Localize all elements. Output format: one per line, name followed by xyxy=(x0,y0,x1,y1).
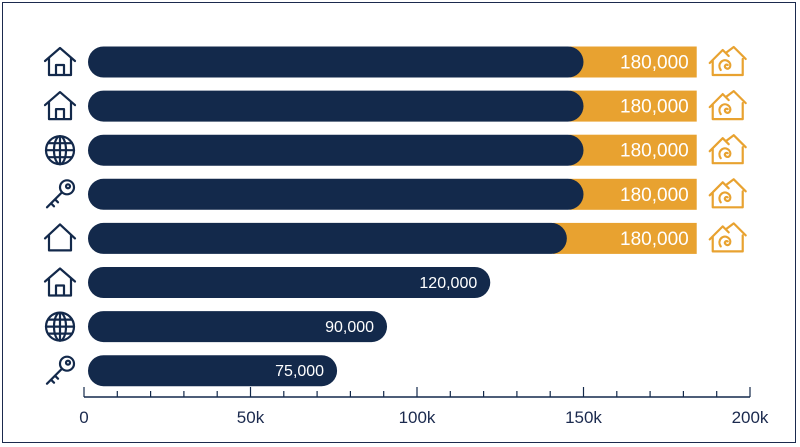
bar-value-label: 75,000 xyxy=(275,363,324,380)
bar xyxy=(88,46,584,78)
bar-value-label: 90,000 xyxy=(325,319,374,336)
bar-row: 180,000 xyxy=(43,45,747,78)
key-icon xyxy=(45,179,76,209)
bar-extra-segment xyxy=(569,90,697,122)
bar-row: 120,000 xyxy=(43,267,491,298)
bar-value-label: 180,000 xyxy=(620,229,689,250)
bar xyxy=(88,222,567,254)
bar-value-label: 180,000 xyxy=(620,53,689,74)
house-outline-icon xyxy=(43,223,77,252)
bar xyxy=(88,90,584,122)
swirl-house-icon xyxy=(708,222,747,253)
house-icon xyxy=(43,46,77,77)
x-axis: 0 50k 100k 150k 200k xyxy=(79,387,769,427)
bar xyxy=(88,355,338,387)
swirl-house-icon xyxy=(708,178,747,209)
bar-row: 180,000 xyxy=(44,134,747,166)
x-tick-label: 0 xyxy=(79,408,88,427)
key-icon xyxy=(45,355,76,385)
bar-row: 180,000 xyxy=(45,178,747,210)
bar-value-label: 180,000 xyxy=(620,141,689,162)
bar-row: 75,000 xyxy=(45,355,338,387)
bar xyxy=(88,267,491,298)
bar-value-label: 180,000 xyxy=(620,97,689,118)
bar-value-label: 180,000 xyxy=(620,185,689,206)
bar xyxy=(88,134,584,166)
bar-row: 180,000 xyxy=(43,90,747,122)
x-tick-label: 200k xyxy=(732,408,769,427)
bar-row: 180,000 xyxy=(43,222,747,254)
house-icon xyxy=(43,267,77,297)
bar-extra-segment xyxy=(569,134,697,166)
bar-extra-segment xyxy=(569,46,697,78)
bar-extra-segment xyxy=(569,178,697,210)
globe-icon xyxy=(44,311,76,342)
x-tick-label: 100k xyxy=(399,408,436,427)
bar-value-label: 120,000 xyxy=(419,275,477,292)
bar xyxy=(88,178,584,210)
bar-extra-segment xyxy=(552,222,697,254)
bar xyxy=(88,311,388,343)
bars-group: 180,000 180,000 180,000 180,000 180,000 120,0… xyxy=(43,45,747,387)
globe-icon xyxy=(44,135,76,166)
swirl-house-icon xyxy=(708,90,747,121)
x-tick-label: 150k xyxy=(565,408,602,427)
house-icon xyxy=(43,91,77,121)
x-tick-label: 50k xyxy=(237,408,265,427)
swirl-house-icon xyxy=(708,134,747,165)
bar-row: 90,000 xyxy=(44,311,388,343)
swirl-house-icon xyxy=(708,45,747,77)
